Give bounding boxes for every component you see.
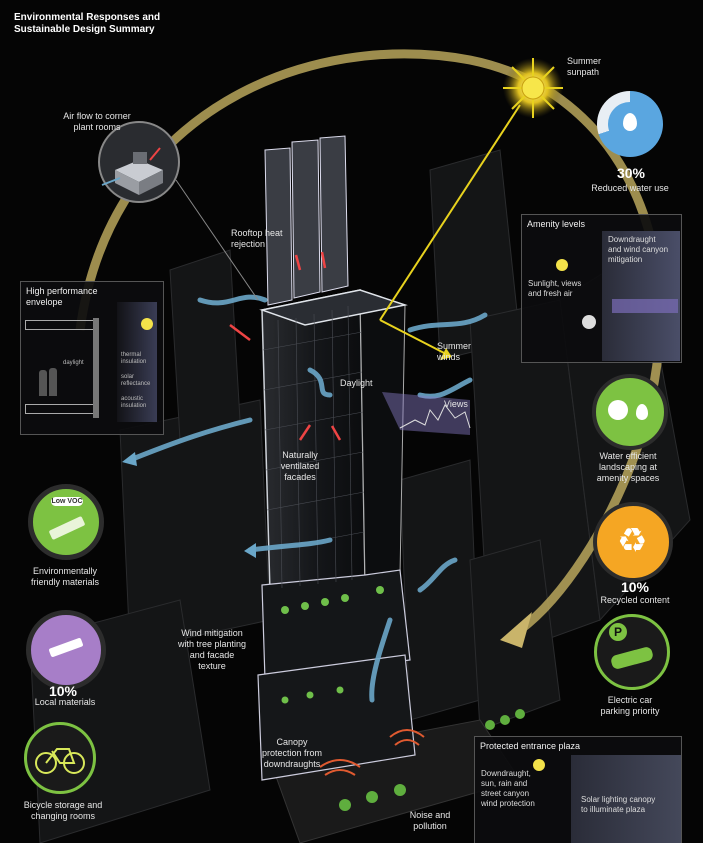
page-title: Environmental Responses and Sustainable …: [14, 12, 161, 35]
amenity-panel: Amenity levels Downdraught and wind cany…: [521, 214, 682, 363]
materials-icon: Low VOC: [28, 484, 104, 560]
water-value: 30%: [616, 165, 646, 181]
entrance-title: Protected entrance plaza: [480, 741, 581, 751]
bicycle-icon: [24, 722, 96, 794]
label-recycled: Recycled content: [600, 595, 670, 605]
tower: [257, 135, 416, 781]
electric-car-icon: P: [594, 614, 670, 690]
label-summer-winds: Summer winds: [437, 341, 472, 362]
amenity-downdraught: Downdraught and wind canyon mitigation: [608, 235, 669, 264]
label-electric-car: Electric car parking priority: [600, 695, 660, 716]
label-daylight: Daylight: [340, 378, 373, 388]
envelope-title: High performance envelope: [26, 286, 98, 307]
label-wind-mitigation: Wind mitigation with tree planting and f…: [177, 628, 247, 671]
heat-arrows: [229, 251, 342, 441]
amenity-sunlight: Sunlight, views and fresh air: [528, 279, 582, 298]
label-air-flow: Air flow to corner plant rooms: [63, 111, 131, 132]
entrance-panel: Protected entrance plaza Downdraught, su…: [474, 736, 682, 843]
views-cone: [382, 392, 470, 435]
water-icon: [597, 91, 663, 157]
envelope-daylight: daylight: [63, 360, 84, 366]
envelope-thermal: thermal insulation: [121, 352, 147, 365]
label-materials: Environmentally friendly materials: [30, 566, 100, 587]
label-bicycle: Bicycle storage and changing rooms: [23, 800, 103, 821]
envelope-acoustic: acoustic insulation: [121, 396, 147, 409]
label-rooftop-heat: Rooftop heat rejection: [231, 228, 283, 249]
label-summer-sunpath: Summer sunpath: [567, 56, 602, 77]
wind-arrows: [127, 294, 488, 703]
local-materials-icon: [26, 610, 106, 690]
label-views: Views: [444, 399, 468, 409]
sun-icon: [503, 58, 563, 118]
label-landscaping: Water efficient landscaping at amenity s…: [596, 451, 660, 483]
label-water: Reduced water use: [591, 183, 669, 193]
entrance-solar-canopy: Solar lighting canopy to illuminate plaz…: [581, 795, 656, 814]
amenity-title: Amenity levels: [527, 219, 586, 229]
sunpath-arrowhead: [500, 612, 532, 648]
noise-arcs: [319, 729, 425, 776]
label-naturally-ventilated: Naturally ventilated facades: [280, 450, 320, 482]
landscaping-icon: [592, 374, 668, 450]
parking-badge: P: [609, 623, 627, 641]
local-materials-value: 10%: [48, 683, 78, 699]
label-local-materials: Local materials: [34, 697, 96, 707]
sun-rays: [379, 104, 521, 356]
envelope-panel: High performance envelope daylight therm…: [20, 281, 164, 435]
envelope-solar: solar reflectance: [121, 374, 151, 387]
label-canopy: Canopy protection from downdraughts: [261, 737, 323, 769]
street-trees: [339, 709, 525, 811]
low-voc-badge: Low VOC: [51, 497, 83, 506]
entrance-downdraught: Downdraught, sun, rain and street canyon…: [481, 769, 535, 808]
recycled-value: 10%: [620, 579, 650, 595]
recycle-icon: ♻: [593, 502, 673, 582]
label-noise: Noise and pollution: [409, 810, 451, 831]
